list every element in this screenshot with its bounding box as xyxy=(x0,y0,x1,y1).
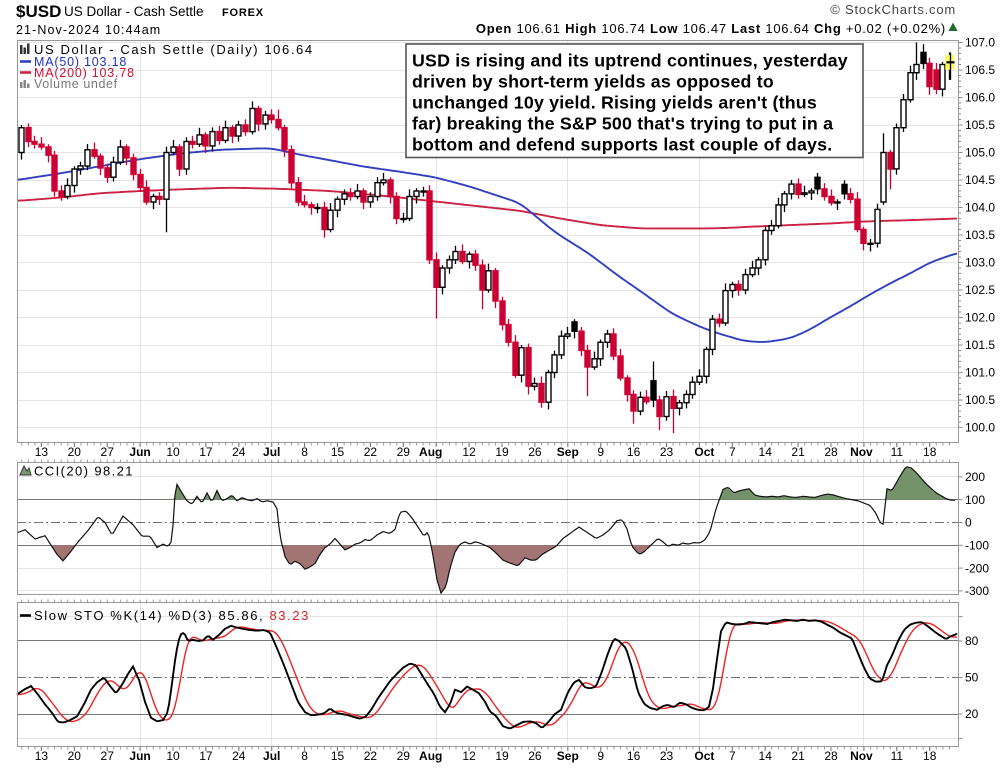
svg-text:MA(200) 103.78: MA(200) 103.78 xyxy=(34,66,135,80)
svg-text:24: 24 xyxy=(232,445,246,459)
svg-text:21-Nov-2024 10:44am: 21-Nov-2024 10:44am xyxy=(16,23,161,37)
svg-text:Volume undef: Volume undef xyxy=(34,77,118,91)
svg-text:© StockCharts.com: © StockCharts.com xyxy=(830,2,956,17)
svg-text:100.5: 100.5 xyxy=(965,393,995,407)
svg-text:102.5: 102.5 xyxy=(965,283,995,297)
svg-text:Aug: Aug xyxy=(419,445,442,459)
svg-text:27: 27 xyxy=(101,749,115,763)
svg-text:8: 8 xyxy=(301,749,308,763)
svg-text:Jun: Jun xyxy=(129,749,150,763)
svg-text:11: 11 xyxy=(891,445,904,459)
svg-text:unchanged 10y yield. Rising yi: unchanged 10y yield. Rising yields aren'… xyxy=(412,93,817,113)
svg-text:13: 13 xyxy=(35,445,49,459)
svg-text:21: 21 xyxy=(791,749,805,763)
svg-text:-100: -100 xyxy=(965,539,989,553)
svg-text:Oct: Oct xyxy=(694,749,714,763)
svg-text:FOREX: FOREX xyxy=(222,7,264,19)
svg-text:13: 13 xyxy=(35,749,49,763)
svg-text:17: 17 xyxy=(199,749,213,763)
svg-text:104.5: 104.5 xyxy=(965,173,995,187)
svg-text:14: 14 xyxy=(759,749,773,763)
svg-text:19: 19 xyxy=(495,445,509,459)
svg-text:103.0: 103.0 xyxy=(965,256,995,270)
svg-text:100.0: 100.0 xyxy=(965,421,995,435)
svg-text:101.5: 101.5 xyxy=(965,338,995,352)
svg-text:9: 9 xyxy=(597,445,604,459)
svg-text:12: 12 xyxy=(462,445,476,459)
svg-text:23: 23 xyxy=(660,749,674,763)
svg-text:21: 21 xyxy=(791,445,805,459)
svg-text:10: 10 xyxy=(166,445,180,459)
svg-text:Sep: Sep xyxy=(557,445,579,459)
svg-text:29: 29 xyxy=(397,749,411,763)
svg-text:-200: -200 xyxy=(965,561,989,575)
svg-text:Jul: Jul xyxy=(263,445,280,459)
svg-text:20: 20 xyxy=(68,445,82,459)
svg-text:16: 16 xyxy=(627,445,641,459)
svg-text:Aug: Aug xyxy=(419,749,442,763)
svg-text:20: 20 xyxy=(68,749,82,763)
svg-text:US Dollar - Cash Settle (Daily: US Dollar - Cash Settle (Daily) 106.64 xyxy=(34,42,314,57)
svg-text:102.0: 102.0 xyxy=(965,311,995,325)
svg-text:100: 100 xyxy=(965,493,985,507)
svg-text:Jul: Jul xyxy=(263,749,280,763)
svg-text:22: 22 xyxy=(364,445,378,459)
svg-text:19: 19 xyxy=(495,749,509,763)
svg-text:10: 10 xyxy=(166,749,180,763)
svg-text:Jun: Jun xyxy=(129,445,150,459)
svg-text:17: 17 xyxy=(199,445,213,459)
svg-text:CCI(20) 98.21: CCI(20) 98.21 xyxy=(34,464,134,479)
svg-text:Slow STO %K(14) %D(3) 85.86, 8: Slow STO %K(14) %D(3) 85.86, 83.23 xyxy=(34,608,310,623)
svg-text:101.0: 101.0 xyxy=(965,366,995,380)
svg-text:14: 14 xyxy=(759,445,773,459)
svg-text:106.0: 106.0 xyxy=(965,91,995,105)
svg-text:105.0: 105.0 xyxy=(965,146,995,160)
svg-text:15: 15 xyxy=(331,445,345,459)
svg-text:200: 200 xyxy=(965,470,985,484)
svg-text:15: 15 xyxy=(331,749,345,763)
svg-text:7: 7 xyxy=(729,445,736,459)
svg-text:driven by short-term yields as: driven by short-term yields as opposed t… xyxy=(412,72,774,92)
svg-text:105.5: 105.5 xyxy=(965,118,995,132)
svg-text:28: 28 xyxy=(824,445,838,459)
svg-text:MA(50) 103.18: MA(50) 103.18 xyxy=(34,55,127,69)
svg-text:11: 11 xyxy=(891,749,904,763)
svg-text:24: 24 xyxy=(232,749,246,763)
svg-text:8: 8 xyxy=(301,445,308,459)
svg-text:Oct: Oct xyxy=(694,445,714,459)
svg-text:Sep: Sep xyxy=(557,749,579,763)
svg-text:Nov: Nov xyxy=(850,749,873,763)
svg-text:104.0: 104.0 xyxy=(965,201,995,215)
svg-text:29: 29 xyxy=(397,445,411,459)
svg-text:26: 26 xyxy=(528,749,542,763)
svg-text:22: 22 xyxy=(364,749,378,763)
svg-text:US Dollar - Cash Settle: US Dollar - Cash Settle xyxy=(64,4,204,19)
svg-text:$USD: $USD xyxy=(16,2,61,21)
svg-text:16: 16 xyxy=(627,749,641,763)
svg-text:27: 27 xyxy=(101,445,115,459)
svg-text:106.5: 106.5 xyxy=(965,63,995,77)
svg-text:26: 26 xyxy=(528,445,542,459)
svg-text:7: 7 xyxy=(729,749,736,763)
svg-text:Nov: Nov xyxy=(850,445,873,459)
svg-text:18: 18 xyxy=(923,749,937,763)
svg-text:80: 80 xyxy=(965,634,979,648)
svg-text:107.0: 107.0 xyxy=(965,36,995,50)
svg-text:103.5: 103.5 xyxy=(965,228,995,242)
svg-text:12: 12 xyxy=(462,749,476,763)
svg-text:far) breaking the S&P 500 that: far) breaking the S&P 500 that's trying … xyxy=(412,114,833,134)
svg-text:50: 50 xyxy=(965,671,979,685)
svg-text:18: 18 xyxy=(923,445,937,459)
svg-text:9: 9 xyxy=(597,749,604,763)
svg-text:0: 0 xyxy=(965,516,972,530)
svg-text:23: 23 xyxy=(660,445,674,459)
svg-text:USD is rising and its uptrend: USD is rising and its uptrend continues,… xyxy=(412,51,848,71)
svg-text:bottom and defend supports las: bottom and defend supports last couple o… xyxy=(412,135,832,155)
svg-text:-300: -300 xyxy=(965,584,989,598)
svg-text:20: 20 xyxy=(965,707,979,721)
svg-text:28: 28 xyxy=(824,749,838,763)
svg-text:Open 106.61 High 106.74 Low 10: Open 106.61 High 106.74 Low 106.47 Last … xyxy=(476,21,946,36)
